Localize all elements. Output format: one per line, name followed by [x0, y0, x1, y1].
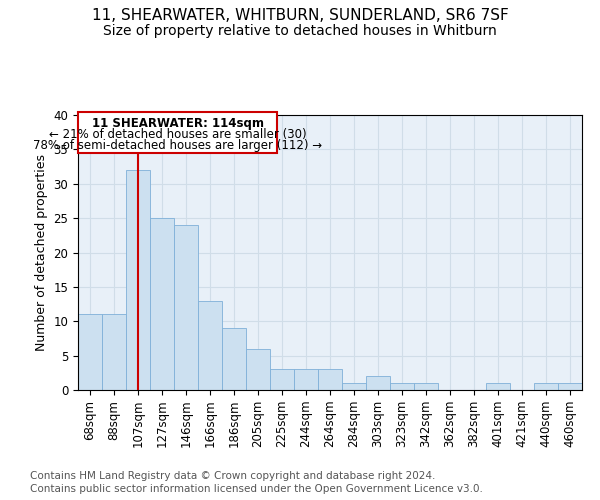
- Bar: [414, 383, 438, 390]
- Bar: [534, 383, 558, 390]
- Bar: [126, 170, 150, 390]
- Bar: [102, 314, 126, 390]
- Bar: [390, 383, 414, 390]
- Text: 78% of semi-detached houses are larger (112) →: 78% of semi-detached houses are larger (…: [33, 139, 322, 152]
- Text: Contains public sector information licensed under the Open Government Licence v3: Contains public sector information licen…: [30, 484, 483, 494]
- Bar: [366, 376, 390, 390]
- Bar: [174, 225, 198, 390]
- Bar: [198, 300, 222, 390]
- Bar: [294, 370, 318, 390]
- Bar: [78, 112, 277, 153]
- Bar: [246, 349, 270, 390]
- Bar: [342, 383, 366, 390]
- Bar: [78, 314, 102, 390]
- Text: 11, SHEARWATER, WHITBURN, SUNDERLAND, SR6 7SF: 11, SHEARWATER, WHITBURN, SUNDERLAND, SR…: [92, 8, 508, 22]
- Bar: [318, 370, 342, 390]
- Y-axis label: Number of detached properties: Number of detached properties: [35, 154, 48, 351]
- Text: Contains HM Land Registry data © Crown copyright and database right 2024.: Contains HM Land Registry data © Crown c…: [30, 471, 436, 481]
- Bar: [150, 218, 174, 390]
- Bar: [558, 383, 582, 390]
- Bar: [222, 328, 246, 390]
- Bar: [486, 383, 510, 390]
- Bar: [270, 370, 294, 390]
- Text: 11 SHEARWATER: 114sqm: 11 SHEARWATER: 114sqm: [92, 117, 263, 130]
- Text: Size of property relative to detached houses in Whitburn: Size of property relative to detached ho…: [103, 24, 497, 38]
- Text: ← 21% of detached houses are smaller (30): ← 21% of detached houses are smaller (30…: [49, 128, 307, 141]
